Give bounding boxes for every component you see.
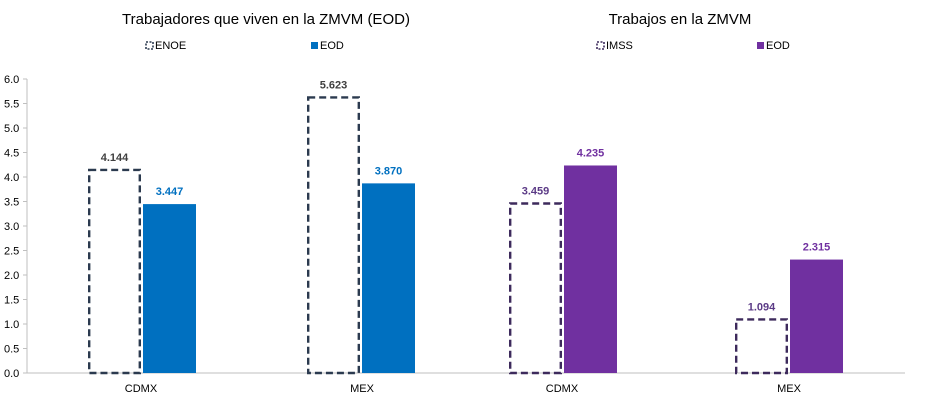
bar-eod-mex bbox=[362, 183, 415, 373]
legend-right: IMSS EOD bbox=[596, 40, 790, 52]
category-label-cdmx: CDMX bbox=[546, 383, 579, 395]
bar-eod-cdmx bbox=[143, 204, 196, 373]
data-label-enoe-mex: 5.623 bbox=[320, 79, 348, 91]
bar-enoe-cdmx bbox=[87, 168, 141, 375]
legend-label-imss: IMSS bbox=[606, 40, 633, 52]
y-tick-label: 1.5 bbox=[4, 295, 19, 307]
y-tick-label: 3.5 bbox=[4, 197, 19, 209]
bar-imss-cdmx bbox=[509, 202, 563, 375]
y-tick-label: 0.5 bbox=[4, 344, 19, 356]
y-tick-label: 1.0 bbox=[4, 319, 19, 331]
data-label-imss-cdmx: 3.459 bbox=[522, 186, 550, 198]
legend-left: ENOE EOD bbox=[145, 40, 344, 52]
data-label-eod-cdmx: 4.235 bbox=[577, 147, 605, 159]
legend-label-eod-blue: EOD bbox=[320, 40, 344, 52]
y-tick-label: 0.0 bbox=[4, 368, 19, 380]
y-tick-label: 4.5 bbox=[4, 148, 19, 160]
bar-enoe-mex bbox=[307, 96, 361, 375]
y-tick-label: 2.0 bbox=[4, 270, 19, 282]
legend-swatch-eod-purple bbox=[757, 42, 764, 49]
bar-imss-mex bbox=[735, 318, 789, 375]
chart-title-right: Trabajos en la ZMVM bbox=[609, 11, 752, 28]
legend-swatch-enoe bbox=[145, 41, 154, 50]
y-tick-label: 2.5 bbox=[4, 246, 19, 258]
data-label-enoe-cdmx: 4.144 bbox=[101, 152, 129, 164]
data-label-eod-mex: 3.870 bbox=[375, 165, 403, 177]
y-tick-label: 4.0 bbox=[4, 172, 19, 184]
data-labels: 4.144 3.447 5.623 3.870 3.459 4.235 1.094 2.315 bbox=[101, 79, 831, 313]
data-label-eod-cdmx: 3.447 bbox=[156, 186, 184, 198]
category-label-cdmx: CDMX bbox=[125, 383, 158, 395]
data-label-imss-mex: 1.094 bbox=[748, 301, 776, 313]
y-tick-label: 5.5 bbox=[4, 99, 19, 111]
y-tick-label: 5.0 bbox=[4, 123, 19, 135]
category-label-mex: MEX bbox=[777, 383, 802, 395]
bar-eod-mex bbox=[790, 259, 843, 373]
bars bbox=[87, 96, 843, 375]
legend-swatch-eod-blue bbox=[311, 42, 318, 49]
bar-eod-cdmx bbox=[564, 165, 617, 373]
legend-swatch-imss bbox=[596, 41, 605, 50]
category-labels: CDMX MEX CDMX MEX bbox=[125, 383, 802, 395]
data-label-eod-mex: 2.315 bbox=[803, 242, 831, 254]
y-tick-label: 6.0 bbox=[4, 74, 19, 86]
legend-label-enoe: ENOE bbox=[155, 40, 186, 52]
category-label-mex: MEX bbox=[350, 383, 375, 395]
legend-label-eod-purple: EOD bbox=[766, 40, 790, 52]
y-tick-label: 3.0 bbox=[4, 221, 19, 233]
chart-title-left: Trabajadores que viven en la ZMVM (EOD) bbox=[122, 11, 410, 28]
